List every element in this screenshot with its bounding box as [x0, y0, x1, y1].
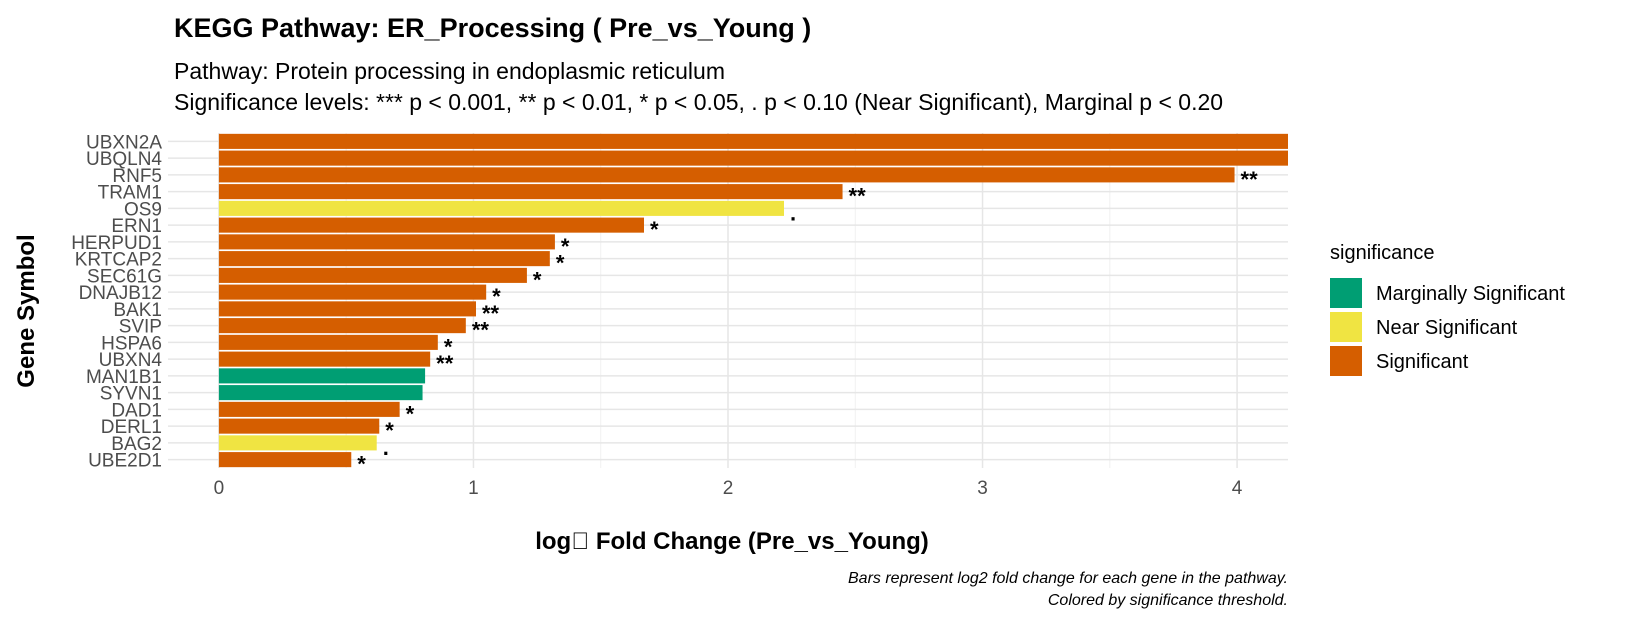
- bar-syvn1: [218, 385, 423, 401]
- y-axis-title: Gene Symbol: [13, 234, 40, 387]
- bar-herpud1: [218, 234, 555, 250]
- significance-label: **: [472, 318, 490, 343]
- y-tick-label: HSPA6: [101, 333, 162, 354]
- significance-label: *: [650, 217, 659, 242]
- significance-label: .: [383, 435, 389, 460]
- significance-label: .: [790, 200, 796, 225]
- significance-label: *: [533, 267, 542, 292]
- bar-tram1: [218, 184, 843, 200]
- bar-rnf5: [218, 167, 1235, 183]
- x-tick-label: 3: [977, 478, 988, 499]
- x-axis-title: log  Fold Change (Pre_vs_Young): [535, 528, 929, 555]
- bar-svip: [218, 318, 466, 334]
- y-tick-label: UBE2D1: [88, 451, 162, 472]
- legend-label: Marginally Significant: [1376, 283, 1565, 305]
- significance-label: **: [849, 184, 867, 209]
- legend-swatch: [1330, 346, 1362, 376]
- bar-ubxn4: [218, 351, 431, 367]
- bar-derl1: [218, 418, 380, 434]
- significance-label: **: [436, 351, 454, 376]
- y-tick-label: UBXN4: [99, 350, 163, 371]
- bar-hspa6: [218, 334, 438, 350]
- y-tick-label: SYVN1: [100, 384, 162, 405]
- significance-label: *: [561, 234, 570, 259]
- x-tick-label: 1: [468, 478, 479, 499]
- x-tick-label: 4: [1232, 478, 1243, 499]
- y-tick-label: BAG2: [111, 434, 162, 455]
- x-tick-label: 0: [214, 478, 225, 499]
- y-tick-label: MAN1B1: [86, 367, 162, 388]
- chart-subtitle-line-2: Significance levels: *** p < 0.001, ** p…: [174, 89, 1223, 115]
- chart-title: KEGG Pathway: ER_Processing ( Pre_vs_You…: [174, 13, 811, 43]
- legend-title: significance: [1330, 242, 1435, 264]
- chart-subtitle-line-1: Pathway: Protein processing in endoplasm…: [174, 58, 725, 84]
- bar-ern1: [218, 217, 644, 233]
- y-tick-label: TRAM1: [98, 183, 162, 204]
- bar-sec61g: [218, 267, 527, 283]
- x-tick-label: 2: [723, 478, 734, 499]
- bar-man1b1: [218, 368, 426, 384]
- legend-swatch: [1330, 312, 1362, 342]
- significance-label: *: [385, 418, 394, 443]
- bar-bak1: [218, 301, 476, 317]
- significance-label: *: [444, 334, 453, 359]
- bar-dad1: [218, 401, 400, 417]
- legend-swatch: [1330, 278, 1362, 308]
- y-tick-label: DNAJB12: [79, 283, 162, 304]
- significance-label: **: [482, 301, 500, 326]
- significance-label: *: [406, 401, 415, 426]
- legend: significance Marginally Significant Near …: [1330, 242, 1565, 376]
- legend-label: Significant: [1376, 351, 1469, 373]
- bar-ubxn2a: [218, 133, 1289, 149]
- y-tick-label: SEC61G: [87, 266, 162, 287]
- y-tick-label: OS9: [124, 199, 162, 220]
- significance-label: *: [492, 284, 501, 309]
- y-tick-label: DAD1: [111, 400, 162, 421]
- bar-dnajb12: [218, 284, 487, 300]
- legend-label: Near Significant: [1376, 317, 1518, 339]
- grid: [168, 133, 1288, 468]
- significance-label: **: [1241, 167, 1259, 192]
- bar-ubqln4: [218, 150, 1289, 166]
- y-tick-label: SVIP: [119, 317, 162, 338]
- bar-bag2: [218, 435, 377, 451]
- y-tick-label: UBQLN4: [86, 149, 162, 170]
- y-tick-label: DERL1: [101, 417, 162, 438]
- y-tick-label: HERPUD1: [71, 233, 162, 254]
- bar-os9: [218, 200, 785, 216]
- caption-line-2: Colored by significance threshold.: [1048, 592, 1288, 609]
- caption-line-1: Bars represent log2 fold change for each…: [848, 570, 1288, 587]
- bar-krtcap2: [218, 251, 550, 267]
- significance-label: *: [556, 251, 565, 276]
- y-tick-label: RNF5: [112, 166, 162, 187]
- y-tick-label: ERN1: [111, 216, 162, 237]
- y-tick-label: BAK1: [113, 300, 162, 321]
- y-tick-label: UBXN2A: [86, 132, 162, 153]
- bar-ube2d1: [218, 452, 352, 468]
- y-tick-label: KRTCAP2: [75, 250, 162, 271]
- significance-label: *: [357, 452, 366, 477]
